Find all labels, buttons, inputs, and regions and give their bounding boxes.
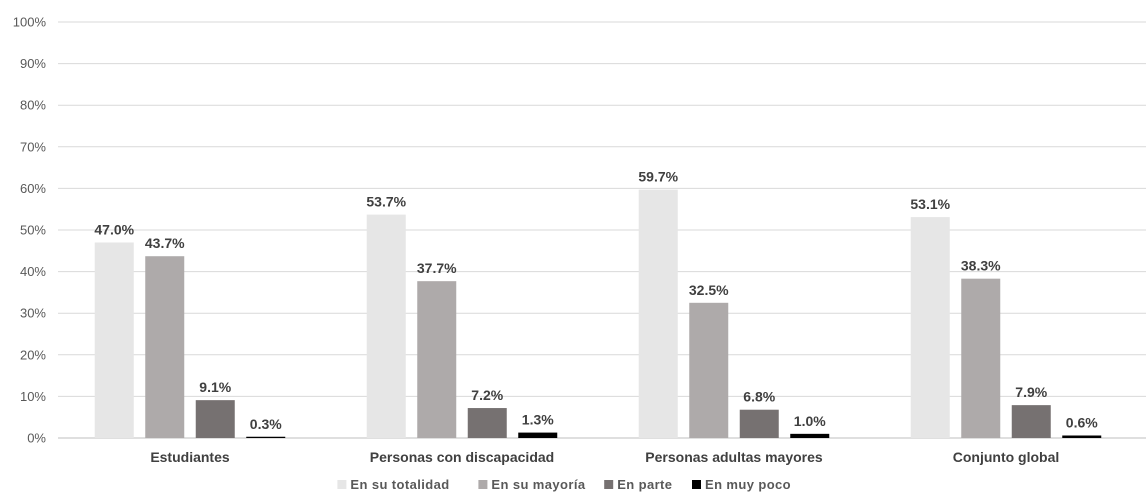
legend-label: En parte <box>617 477 672 492</box>
y-axis-tick-labels: 0% 10% 20% 30% 40% 50% 60% 70% 80% 90% 100% <box>13 15 47 446</box>
y-tick-label: 100% <box>13 15 47 30</box>
bar <box>94 242 134 438</box>
data-label: 53.1% <box>910 196 950 212</box>
gridlines <box>58 21 1146 439</box>
data-label: 0.3% <box>250 416 282 432</box>
bar <box>638 189 678 438</box>
legend-swatch <box>692 480 701 489</box>
bar <box>417 281 457 438</box>
bar <box>790 433 830 438</box>
data-label: 1.0% <box>794 413 826 429</box>
category-label: Personas adultas mayores <box>645 449 823 465</box>
data-label: 47.0% <box>94 221 134 237</box>
y-tick-label: 40% <box>20 264 46 279</box>
data-label: 6.8% <box>743 389 775 405</box>
data-label: 7.9% <box>1015 384 1047 400</box>
data-label: 59.7% <box>638 169 678 185</box>
data-label: 37.7% <box>417 260 457 276</box>
bar <box>1062 435 1102 438</box>
category-label: Conjunto global <box>953 449 1060 465</box>
bar <box>246 436 286 438</box>
y-tick-label: 50% <box>20 223 46 238</box>
category-label: Personas con discapacidad <box>370 449 554 465</box>
data-label: 7.2% <box>471 387 503 403</box>
y-tick-label: 30% <box>20 306 46 321</box>
bar <box>518 432 558 438</box>
legend-label: En muy poco <box>705 477 791 492</box>
data-label: 32.5% <box>689 282 729 298</box>
y-tick-label: 90% <box>20 56 46 71</box>
legend-swatch <box>478 480 488 489</box>
data-label: 1.3% <box>522 412 554 428</box>
category-label: Estudiantes <box>150 449 230 465</box>
legend-swatch <box>337 480 347 489</box>
data-label: 43.7% <box>145 235 185 251</box>
bar <box>961 278 1001 438</box>
bar <box>1011 405 1051 438</box>
data-labels: 47.0% 43.7% 9.1% 0.3% 53.7% 37.7% 7.2% 1.3% 59.7… <box>94 169 1098 432</box>
y-tick-label: 0% <box>27 431 46 446</box>
y-tick-label: 70% <box>20 139 46 154</box>
bar <box>910 217 950 438</box>
legend-label: En su mayoría <box>491 477 585 492</box>
y-tick-label: 20% <box>20 347 46 362</box>
data-label: 0.6% <box>1066 415 1098 431</box>
data-label: 9.1% <box>199 379 231 395</box>
legend: En su totalidad En su mayoría En parte En m… <box>337 477 791 492</box>
bar <box>689 302 729 438</box>
data-label: 38.3% <box>961 258 1001 274</box>
bar <box>195 400 235 438</box>
bar <box>366 214 406 438</box>
bar <box>467 408 507 438</box>
x-axis-category-labels: Estudiantes Personas con discapacidad Pers… <box>150 449 1059 465</box>
data-label: 53.7% <box>366 194 406 210</box>
legend-swatch <box>604 480 614 489</box>
bar <box>739 409 779 438</box>
bar <box>145 256 185 438</box>
bars <box>94 189 1102 438</box>
legend-label: En su totalidad <box>350 477 449 492</box>
y-tick-label: 60% <box>20 181 46 196</box>
y-tick-label: 80% <box>20 98 46 113</box>
y-tick-label: 10% <box>20 389 46 404</box>
